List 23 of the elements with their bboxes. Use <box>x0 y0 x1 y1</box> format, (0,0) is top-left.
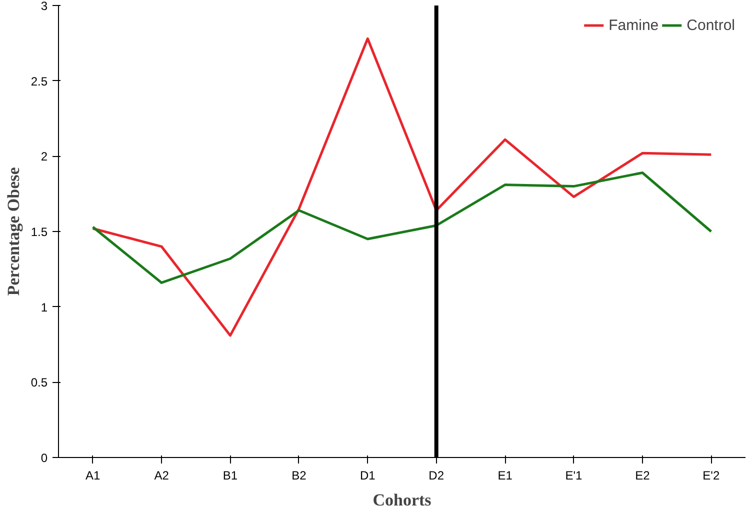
x-tick-label: E2 <box>635 468 650 482</box>
y-tick-label: 1.5 <box>30 225 48 239</box>
legend-label: Famine <box>608 16 659 34</box>
x-tick-label: D2 <box>428 468 444 482</box>
y-tick-label: 0.5 <box>30 376 48 390</box>
x-tick-label: E'1 <box>565 468 583 482</box>
x-tick-label: A1 <box>86 468 101 482</box>
y-tick-label: 3 <box>40 0 48 13</box>
x-tick-label: B1 <box>222 468 238 482</box>
y-axis-title: Percentage Obese <box>4 166 23 296</box>
x-tick-label: E1 <box>498 468 513 482</box>
y-tick-label: 2 <box>40 150 48 164</box>
y-tick-label: 2.5 <box>30 74 48 88</box>
y-tick-label: 0 <box>40 451 48 465</box>
x-tick-label: B2 <box>292 468 307 482</box>
line-series <box>92 171 712 284</box>
x-tick-label: A2 <box>154 468 170 482</box>
x-tick-label: D1 <box>360 468 376 482</box>
x-tick-label: E'2 <box>702 468 720 482</box>
legend-label: Control <box>686 16 735 34</box>
x-axis-title: Cohorts <box>372 490 432 510</box>
line-series <box>92 37 712 337</box>
y-tick-label: 1 <box>40 300 48 314</box>
